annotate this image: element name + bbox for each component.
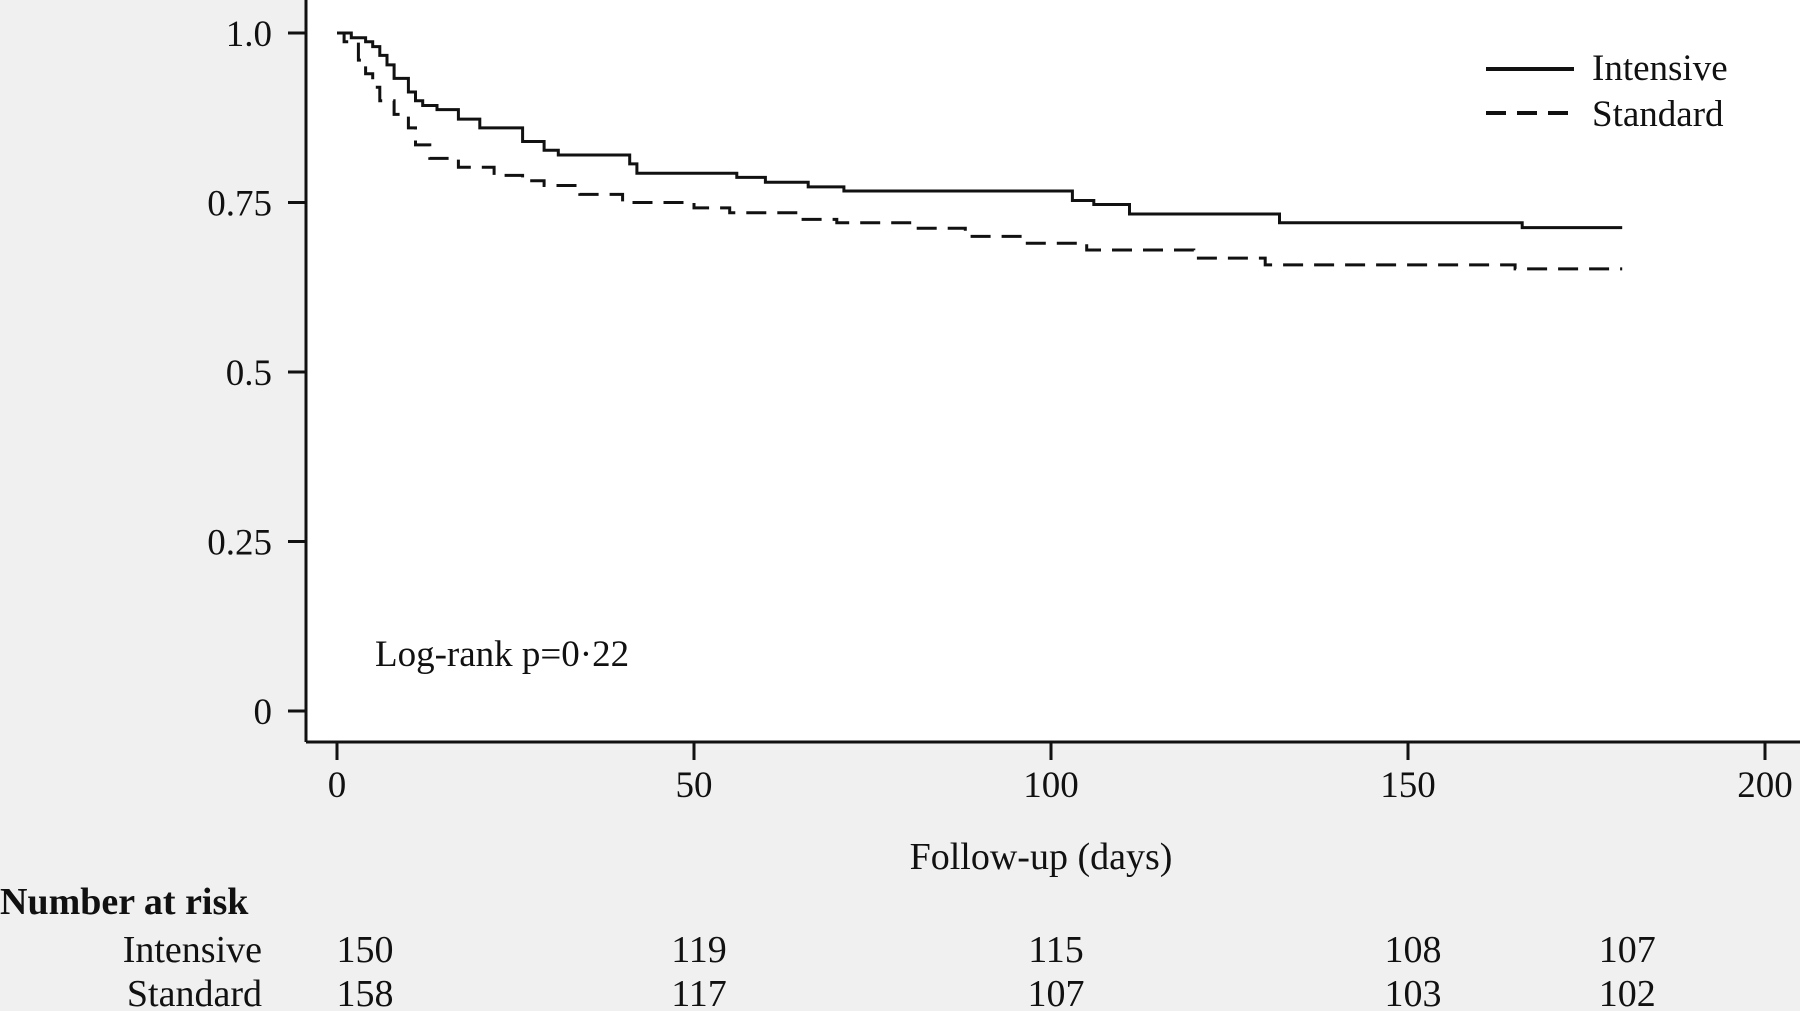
x-tick-label: 200 [1737, 765, 1793, 806]
legend: Intensive Standard [1486, 48, 1728, 135]
series-line-intensive [337, 31, 1623, 230]
log-rank-annotation: Log-rank p=0·22 [375, 634, 629, 675]
series-layer [337, 31, 1623, 271]
risk-value-intensive: 115 [1028, 929, 1084, 971]
y-tick-label: 1.0 [226, 14, 272, 55]
risk-value-standard: 158 [337, 973, 394, 1011]
x-axis-title: Follow-up (days) [910, 836, 1173, 878]
y-tick-label: 0.25 [207, 523, 272, 564]
risk-row-label-intensive: Intensive [123, 929, 262, 971]
series-line-standard [337, 31, 1623, 271]
risk-value-standard: 102 [1599, 973, 1656, 1011]
y-tick-label: 0.5 [226, 353, 272, 394]
y-tick-label: 0.75 [207, 184, 272, 225]
risk-value-standard: 117 [671, 973, 727, 1011]
legend-label-intensive: Intensive [1592, 48, 1728, 89]
risk-value-standard: 103 [1385, 973, 1442, 1011]
risk-table: Number at risk Intensive Standard 150 119… [0, 881, 1656, 1011]
risk-value-intensive: 107 [1599, 929, 1656, 971]
risk-values: 150 119 115 108 107 158 117 107 103 102 [337, 929, 1656, 1011]
legend-label-standard: Standard [1592, 94, 1724, 135]
x-tick-label: 0 [328, 765, 347, 806]
risk-value-intensive: 150 [337, 929, 394, 971]
y-tick-label: 0 [254, 692, 273, 733]
x-tick-label: 100 [1023, 765, 1079, 806]
x-tick-label: 50 [676, 765, 713, 806]
axes: 0 0.25 0.5 0.75 1.0 0 50 100 150 200 [207, 0, 1800, 806]
risk-value-standard: 107 [1028, 973, 1085, 1011]
x-tick-label: 150 [1380, 765, 1436, 806]
risk-value-intensive: 119 [671, 929, 727, 971]
plot-area [306, 0, 1800, 742]
risk-row-label-standard: Standard [127, 973, 262, 1011]
risk-table-title: Number at risk [0, 881, 249, 923]
risk-value-intensive: 108 [1385, 929, 1442, 971]
